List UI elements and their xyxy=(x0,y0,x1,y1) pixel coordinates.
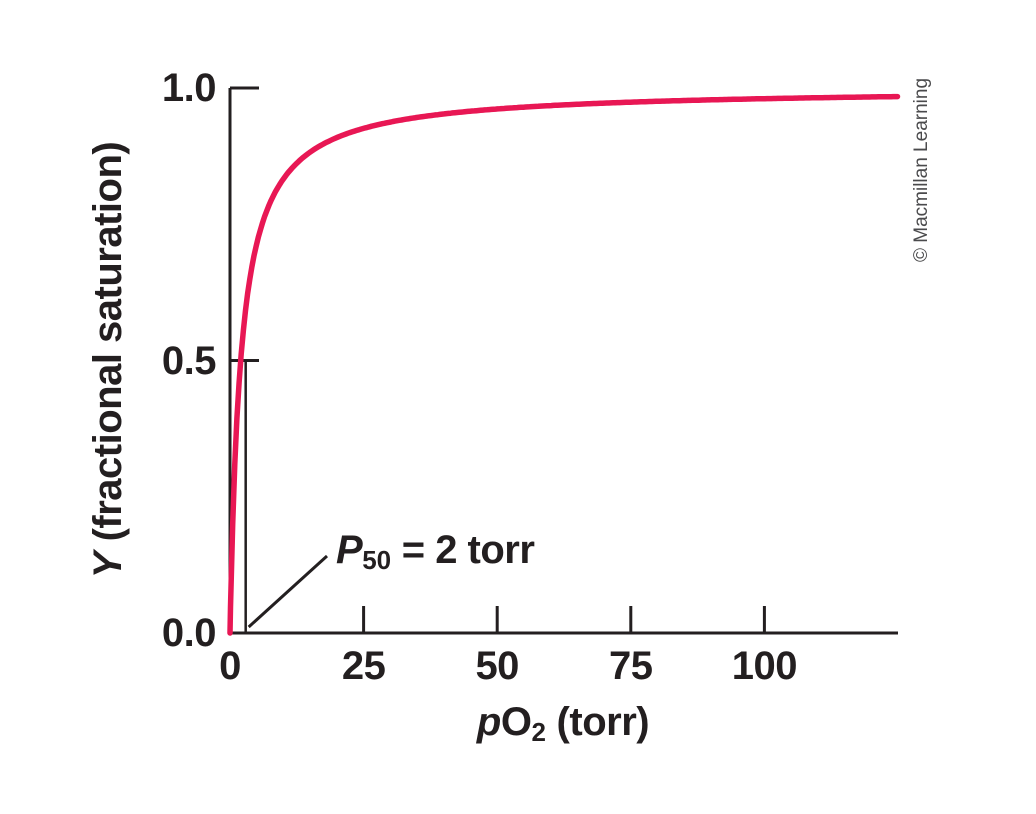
y-tick-label: 1.0 xyxy=(161,66,217,110)
x-tick-label: 0 xyxy=(219,644,241,688)
y-axis-title-variable: Y xyxy=(86,552,130,579)
x-axis-title-variable: p xyxy=(476,700,501,744)
annotation-pointer-line xyxy=(247,554,329,629)
y-tick-label: 0.5 xyxy=(161,338,217,383)
x-axis-title-subscript: 2 xyxy=(531,716,546,747)
x-tick-label: 50 xyxy=(475,644,519,688)
copyright-credit: © Macmillan Learning xyxy=(911,77,932,263)
p50-annotation-variable: P xyxy=(336,528,363,572)
p50-annotation-subscript: 50 xyxy=(362,544,392,575)
y-tick-label: 0.0 xyxy=(161,611,217,655)
p50-annotation: P50 = 2 torr xyxy=(336,526,535,578)
x-axis-title-species: O xyxy=(500,700,532,744)
p50-annotation-value: = 2 torr xyxy=(391,528,535,572)
x-axis-title-unit: (torr) xyxy=(545,700,650,744)
x-axis-title: pO2 (torr) xyxy=(438,698,688,750)
x-tick-label: 100 xyxy=(731,644,798,688)
x-tick-label: 75 xyxy=(609,644,653,688)
saturation-curve xyxy=(227,93,901,636)
x-tick-label: 25 xyxy=(341,644,386,688)
